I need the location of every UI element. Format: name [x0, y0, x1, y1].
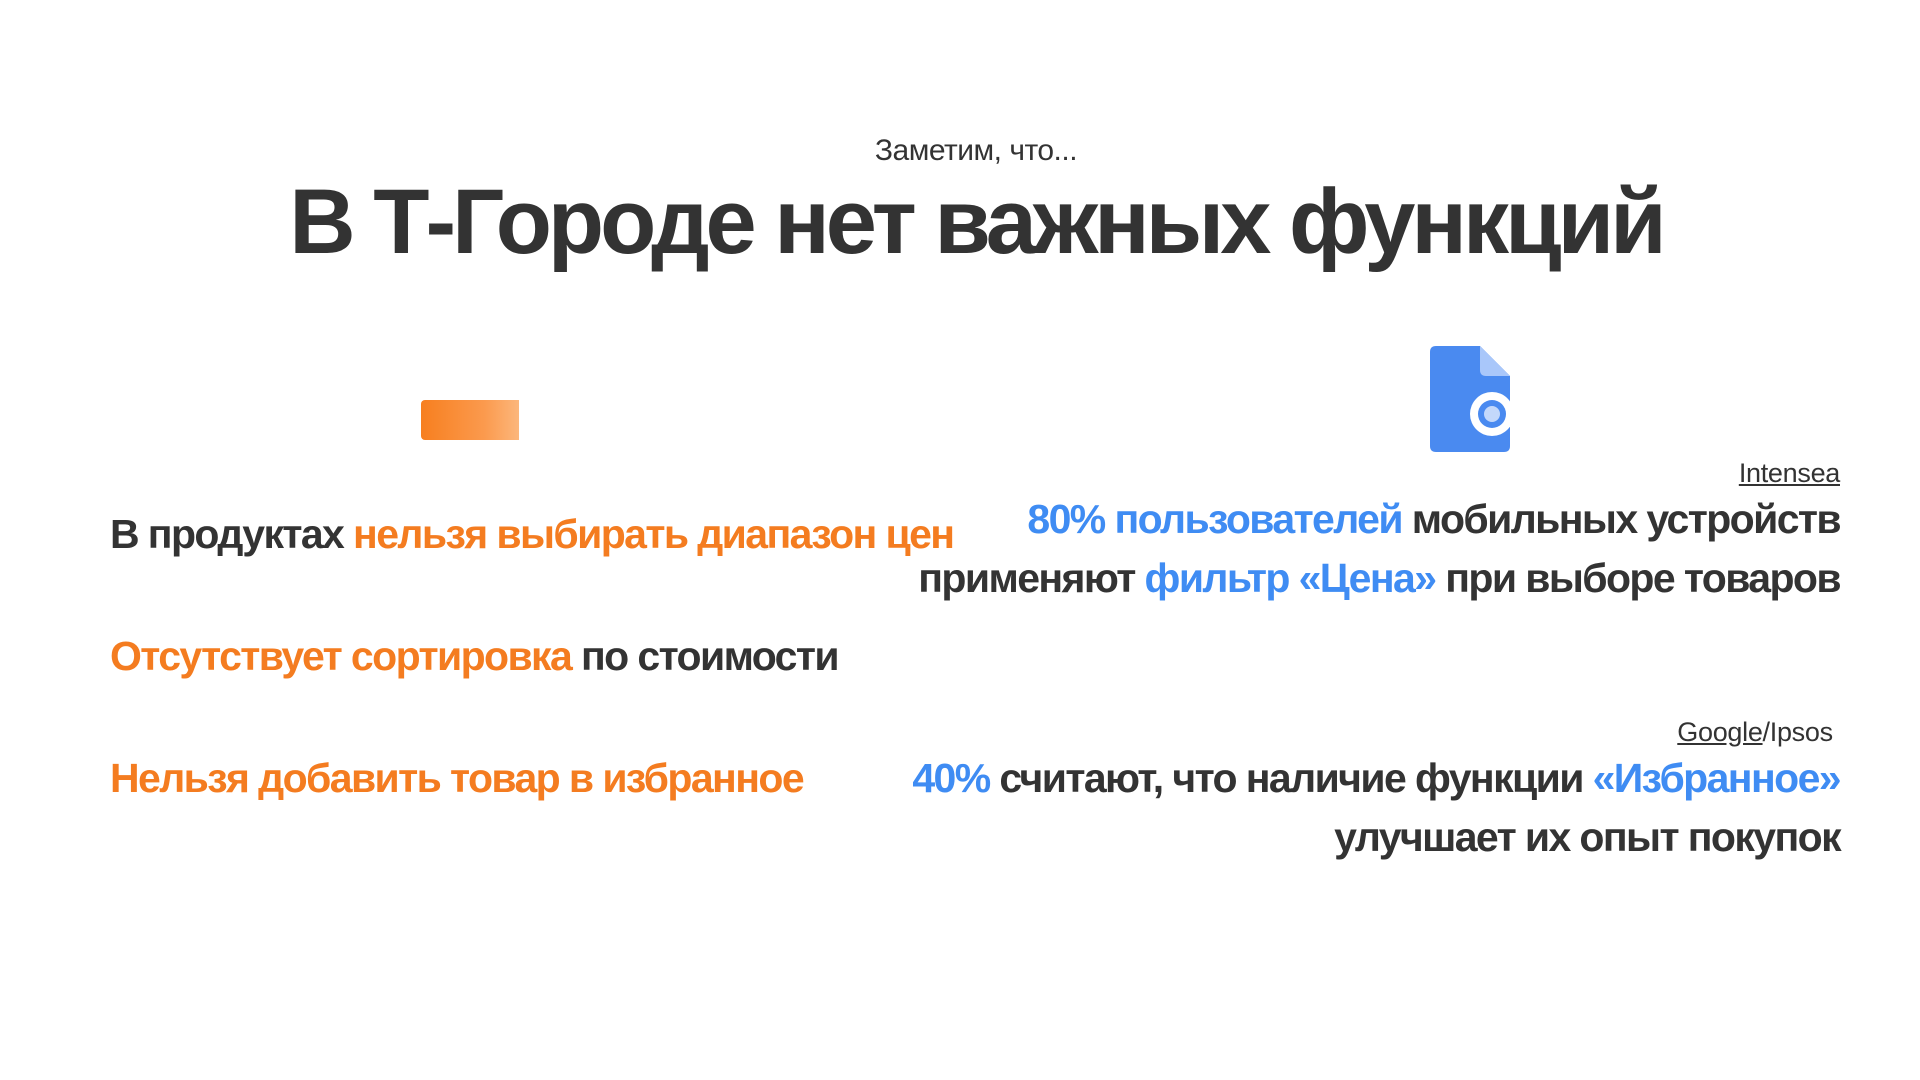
problem-highlight: Отсутствует сортировка	[110, 633, 573, 679]
problem-text: В продуктах	[110, 511, 354, 557]
problem-text: по стоимости	[571, 633, 840, 679]
source-link[interactable]: Google	[1677, 717, 1763, 747]
slide-title: В Т-Городе нет важных функций	[289, 171, 1666, 273]
stat-highlight: «Избранное»	[1592, 755, 1842, 801]
stat-highlight: фильтр «Цена»	[1144, 555, 1437, 601]
stat-body: улучшает их опыт покупок	[1334, 814, 1841, 860]
slide-subtitle: Заметим, что...	[874, 134, 1078, 167]
stat-block-favorites: Google/Ipsos 40% считают, что наличие фу…	[880, 715, 1842, 867]
stat-highlight: 80% пользователей	[1027, 496, 1403, 542]
problem-highlight: нельзя выбирать диапазон цен	[353, 511, 955, 557]
document-icon	[1430, 346, 1510, 452]
source-label: Intensea	[880, 456, 1840, 490]
stat-body: мобильных устройств применяют	[918, 496, 1841, 601]
source-link[interactable]: Intensea	[1738, 458, 1840, 488]
stat-text: 40% считают, что наличие функции «Избран…	[880, 749, 1842, 867]
problem-price-range: В продуктах нельзя выбирать диапазон цен	[110, 505, 1010, 564]
problem-sorting: Отсутствует сортировка по стоимости	[110, 627, 1010, 686]
problem-favorites: Нельзя добавить товар в избранное	[110, 749, 1010, 808]
source-label: Google/Ipsos	[880, 715, 1840, 749]
left-problems-list: В продуктах нельзя выбирать диапазон цен…	[110, 505, 1010, 808]
stat-block-price-filter: Intensea 80% пользователей мобильных уст…	[880, 456, 1841, 608]
stat-body: при выборе товаров	[1435, 555, 1841, 601]
orange-bar-icon	[421, 400, 519, 440]
source-name: Ipsos	[1769, 717, 1833, 747]
problem-highlight: Нельзя добавить товар в избранное	[110, 755, 805, 801]
stat-highlight: 40%	[912, 755, 991, 801]
stat-text: 80% пользователей мобильных устройств пр…	[880, 490, 1841, 608]
source-separator: /	[1762, 717, 1771, 747]
stat-body: считают, что наличие функции	[989, 755, 1593, 801]
